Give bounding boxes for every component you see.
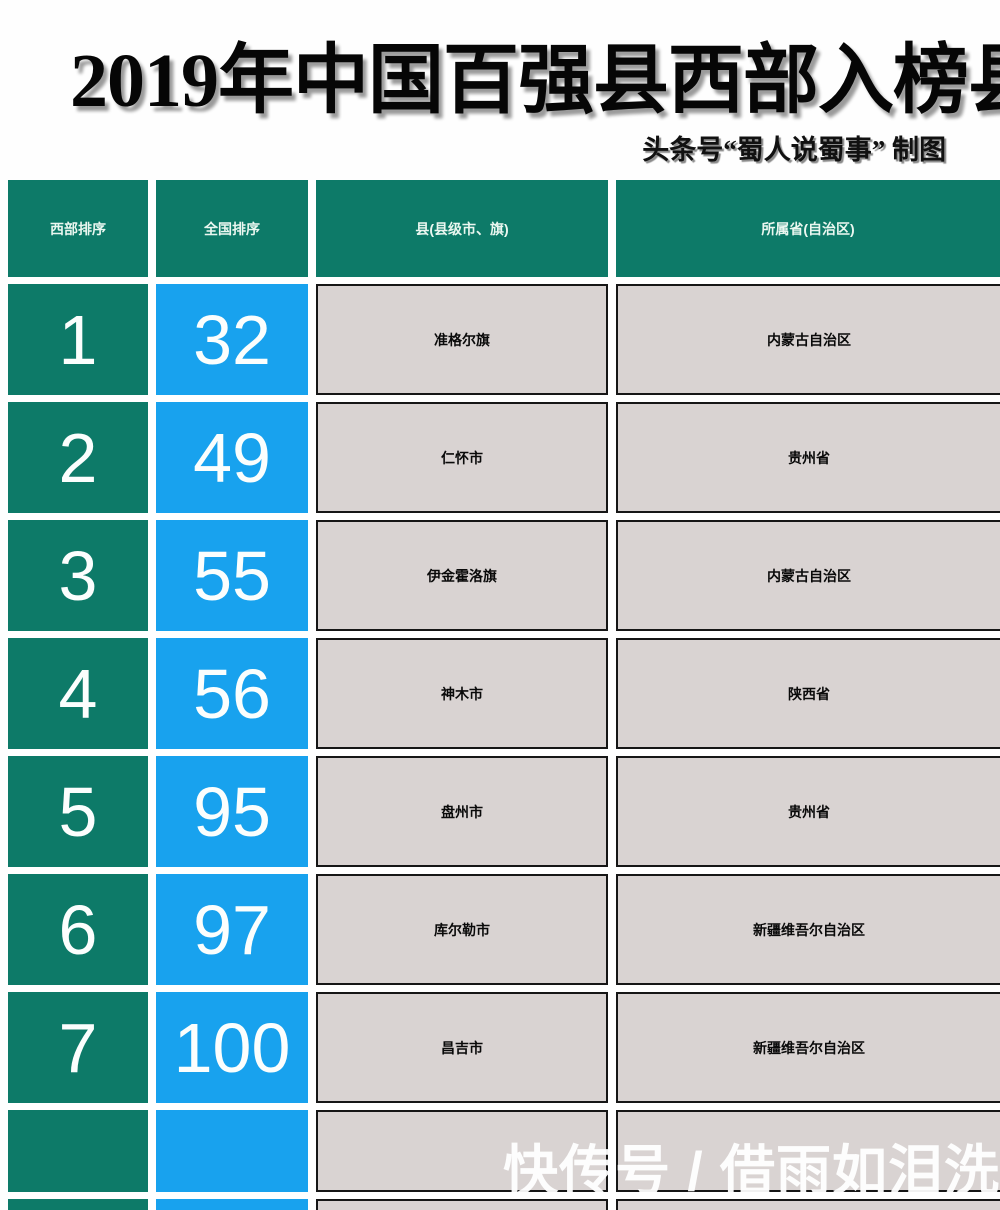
- credit-line: 头条号“蜀人说蜀事” 制图: [642, 135, 946, 165]
- cell-province: 陕西省: [616, 638, 1000, 749]
- cell-west-rank: 7: [8, 992, 148, 1103]
- page-title: 2019年中国百强县西部入榜县: [70, 39, 1000, 123]
- empty-cell-county: [316, 1199, 608, 1210]
- empty-cell-west-rank: [8, 1199, 148, 1210]
- cell-west-rank: 3: [8, 520, 148, 631]
- column-header-province: 所属省(自治区): [616, 180, 1000, 277]
- cell-county: 神木市: [316, 638, 608, 749]
- empty-cell-national-rank: [156, 1199, 308, 1210]
- cell-national-rank: 100: [156, 992, 308, 1103]
- cell-province: 贵州省: [616, 756, 1000, 867]
- empty-cell-national-rank: [156, 1110, 308, 1192]
- cell-west-rank: 1: [8, 284, 148, 395]
- cell-national-rank: 95: [156, 756, 308, 867]
- cell-province: 内蒙古自治区: [616, 520, 1000, 631]
- watermark-text: 快传号 / 借雨如泪洗: [503, 1140, 1000, 1202]
- cell-province: 新疆维吾尔自治区: [616, 874, 1000, 985]
- empty-cell-west-rank: [8, 1110, 148, 1192]
- cell-west-rank: 6: [8, 874, 148, 985]
- cell-county: 伊金霍洛旗: [316, 520, 608, 631]
- cell-national-rank: 97: [156, 874, 308, 985]
- cell-national-rank: 55: [156, 520, 308, 631]
- empty-cell-province: [616, 1110, 1000, 1192]
- cell-province: 贵州省: [616, 402, 1000, 513]
- cell-national-rank: 32: [156, 284, 308, 395]
- cell-county: 昌吉市: [316, 992, 608, 1103]
- cell-county: 仁怀市: [316, 402, 608, 513]
- empty-cell-province: [616, 1199, 1000, 1210]
- cell-province: 新疆维吾尔自治区: [616, 992, 1000, 1103]
- cell-county: 盘州市: [316, 756, 608, 867]
- ranking-table: 西部排序 全国排序 县(县级市、旗) 所属省(自治区) 1 32 准格尔旗 内蒙古自治区 2 49…: [8, 180, 1000, 1210]
- cell-west-rank: 5: [8, 756, 148, 867]
- cell-west-rank: 4: [8, 638, 148, 749]
- cell-county: 准格尔旗: [316, 284, 608, 395]
- empty-cell-county: [316, 1110, 608, 1192]
- column-header-national-rank: 全国排序: [156, 180, 308, 277]
- column-header-county: 县(县级市、旗): [316, 180, 608, 277]
- column-header-west-rank: 西部排序: [8, 180, 148, 277]
- cell-province: 内蒙古自治区: [616, 284, 1000, 395]
- cell-national-rank: 49: [156, 402, 308, 513]
- cell-county: 库尔勒市: [316, 874, 608, 985]
- cell-west-rank: 2: [8, 402, 148, 513]
- cell-national-rank: 56: [156, 638, 308, 749]
